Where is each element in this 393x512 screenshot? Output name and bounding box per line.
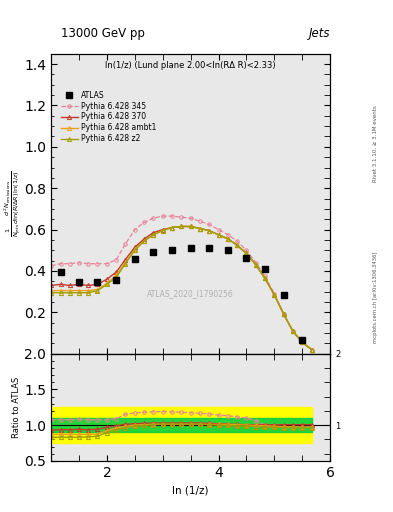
X-axis label: ln (1/z): ln (1/z)	[173, 485, 209, 495]
Text: ATLAS_2020_I1790256: ATLAS_2020_I1790256	[147, 289, 234, 298]
Text: Rivet 3.1.10, ≥ 3.1M events: Rivet 3.1.10, ≥ 3.1M events	[373, 105, 378, 182]
Text: 13000 GeV pp: 13000 GeV pp	[61, 27, 145, 40]
Text: Jets: Jets	[309, 27, 330, 40]
Y-axis label: Ratio to ATLAS: Ratio to ATLAS	[13, 377, 22, 438]
Y-axis label: $\frac{1}{N_{\mathrm{jets}}}\frac{d^{2}N_{\mathrm{emissions}}}{d\ln(R/\Delta R)\: $\frac{1}{N_{\mathrm{jets}}}\frac{d^{2}N…	[2, 170, 23, 237]
Text: ln(1/z) (Lund plane 2.00<ln(RΔ R)<2.33): ln(1/z) (Lund plane 2.00<ln(RΔ R)<2.33)	[105, 61, 276, 70]
Text: mcplots.cern.ch [arXiv:1306.3436]: mcplots.cern.ch [arXiv:1306.3436]	[373, 251, 378, 343]
Legend: ATLAS, Pythia 6.428 345, Pythia 6.428 370, Pythia 6.428 ambt1, Pythia 6.428 z2: ATLAS, Pythia 6.428 345, Pythia 6.428 37…	[58, 88, 159, 146]
